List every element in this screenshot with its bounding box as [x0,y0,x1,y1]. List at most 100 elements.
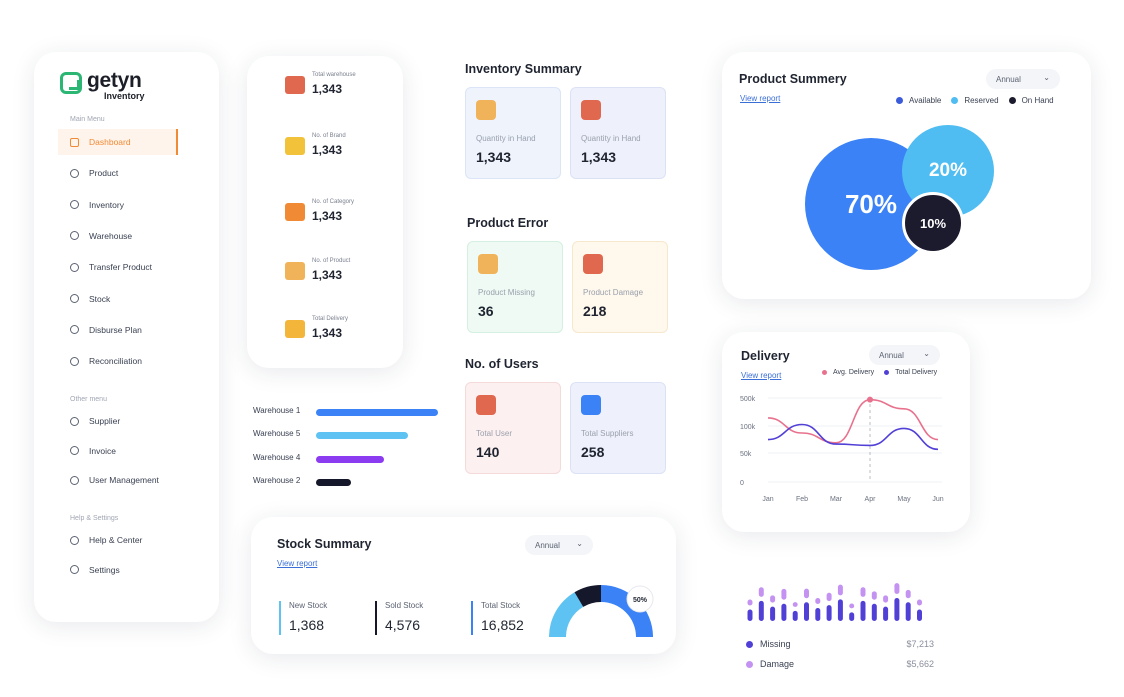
brand-sub: Inventory [104,91,145,101]
tile-value: 258 [581,444,605,460]
missing-bar [781,603,787,621]
stock-value: 1,368 [289,617,325,633]
delivery-icon [285,320,305,338]
brand-icon [285,137,305,155]
grid-icon [70,137,79,147]
stat-no-of-category: No. of Category 1,343 [285,199,395,231]
sidebar-item-invoice[interactable]: Invoice [58,438,178,464]
tile-total-suppliers[interactable]: Total Suppliers 258 [570,382,666,474]
team-icon [476,395,496,415]
other-menu-heading: Other menu [70,396,107,403]
sidebar-item-transfer-product[interactable]: Transfer Product [58,254,178,280]
damage-bar [883,595,889,603]
sidebar-item-warehouse[interactable]: Warehouse [58,223,178,249]
warehouse-icon [285,76,305,94]
users-icon [70,475,79,485]
sidebar-item-dashboard[interactable]: Dashboard [58,129,178,155]
chevron-down-icon: ⌄ [923,349,930,358]
sidebar-item-inventory[interactable]: Inventory [58,192,178,218]
damage-bar [792,602,798,607]
sidebar-item-label: Warehouse [89,230,133,241]
sidebar-item-supplier[interactable]: Supplier [58,408,178,434]
missing-damage-bar-chart [747,583,922,621]
damage-bar [815,598,821,605]
legend-dot [951,97,959,104]
brand-name: getyn [87,69,142,92]
stats-card: Total warehouse 1,343 No. of Brand 1,343 No.… [247,56,403,368]
brand-logo[interactable]: getyn Inventory [60,69,180,104]
tile-total-user[interactable]: Total User 140 [465,382,561,474]
sidebar-item-label: Inventory [89,199,124,210]
sidebar-item-label: Dashboard [89,137,131,147]
sidebar: getyn Inventory Main Menu Other menu Hel… [34,52,219,622]
product-summery-view-report[interactable]: View report [740,94,781,103]
stat-no-of-brand: No. of Brand 1,343 [285,133,395,165]
warehouse-row: Warehouse 4 [247,453,452,465]
legend-dot [884,370,890,375]
missing-box-icon [478,254,498,274]
chevron-down-icon: ⌄ [1043,73,1050,82]
period-value: Annual [996,74,1021,84]
missing-damage-panel: Missing $7,213 Damage $5,662 [742,563,937,673]
delivery-view-report[interactable]: View report [741,371,782,380]
sidebar-item-stock[interactable]: Stock [58,286,178,312]
plan-icon [70,325,79,335]
tile-quantity-in-hand[interactable]: Quantity in Hand 1,343 [570,87,666,179]
stock-summary-view-report[interactable]: View report [277,559,318,568]
md-value: $7,213 [906,639,934,649]
product-summery-card: Product Summery View report Annual ⌄ Ava… [722,52,1091,299]
period-value: Annual [879,350,904,360]
info-icon [70,535,79,545]
damage-bar [860,587,866,597]
x-tick-label: Apr [865,496,877,503]
sidebar-item-settings[interactable]: Settings [58,557,178,583]
y-tick-label: 100k [740,424,756,431]
missing-bar [804,602,809,621]
user-icon [70,416,79,426]
bubble-on-hand: 10% [902,192,964,254]
sidebar-item-disburse-plan[interactable]: Disburse Plan [58,317,178,343]
delivery-period-select[interactable]: Annual ⌄ [869,345,940,365]
sidebar-item-user-management[interactable]: User Management [58,467,178,493]
tile-product-missing[interactable]: Product Missing 36 [467,241,563,333]
warehouse-label: Warehouse 1 [253,406,301,415]
sidebar-item-help-center[interactable]: Help & Center [58,527,178,553]
tile-value: 36 [478,303,494,319]
main-menu-heading: Main Menu [70,116,105,123]
sidebar-item-label: User Management [89,475,159,486]
boxes-icon [476,100,496,120]
series-line-avg-delivery [767,398,939,444]
sidebar-item-label: Invoice [89,445,116,456]
sidebar-item-label: Help & Center [89,535,143,545]
x-tick-label: Mar [830,496,843,503]
sidebar-item-label: Disburse Plan [89,324,142,335]
damage-bar [826,592,832,602]
stock-summary-period-select[interactable]: Annual ⌄ [525,535,593,555]
stat-no-of-product: No. of Product 1,343 [285,258,395,290]
y-tick-label: 500k [740,396,756,403]
help-menu-heading: Help & Settings [70,515,119,522]
damage-bar [758,587,764,597]
product-summery-legend: Available Reserved On Hand [886,96,1054,105]
gauge-segment [601,585,653,637]
stock-label: New Stock [289,601,328,610]
sidebar-item-product[interactable]: Product [58,160,178,186]
missing-bar [792,610,798,621]
md-label: Damage [760,658,795,669]
logo-mark-icon [60,72,82,94]
missing-bar [894,597,900,621]
product-summery-period-select[interactable]: Annual ⌄ [986,69,1060,89]
warehouse-row: Warehouse 5 [247,429,452,441]
missing-bar [849,612,855,621]
stat-total-warehouse: Total warehouse 1,343 [285,72,395,104]
stock-label: Total Stock [481,601,521,610]
series-line-total-delivery [767,423,939,451]
tile-product-damage[interactable]: Product Damage 218 [572,241,668,333]
gauge-segment [574,585,601,607]
period-value: Annual [535,540,560,550]
legend-dot [746,641,753,648]
sidebar-item-reconciliation[interactable]: Reconciliation [58,348,178,374]
x-tick-label: Jan [762,496,773,503]
tile-quantity-in-hand[interactable]: Quantity in Hand 1,343 [465,87,561,179]
stat-total-delivery: Total Delivery 1,343 [285,316,395,348]
